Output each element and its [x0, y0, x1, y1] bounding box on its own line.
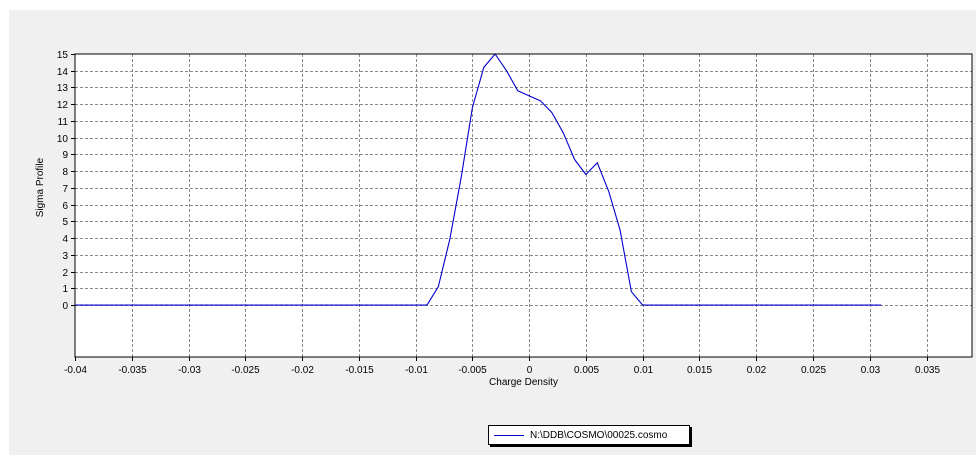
legend-series-label: N:\DDB\COSMO\00025.cosmo — [530, 429, 668, 441]
y-tick-label: 15 — [57, 50, 69, 61]
plot-border — [74, 53, 973, 358]
x-tick-label: -0.005 — [458, 365, 487, 376]
y-tick-label: 4 — [62, 234, 68, 245]
y-tick-label: 6 — [62, 201, 68, 212]
y-tick-label: 5 — [62, 217, 68, 228]
y-tick-label: 11 — [58, 117, 69, 128]
x-tick-label: 0.035 — [915, 365, 940, 376]
x-tick-label: 0.005 — [574, 365, 599, 376]
legend-swatch — [494, 434, 524, 436]
x-tick-label: 0 — [527, 365, 533, 376]
x-tick-label: 0.02 — [747, 365, 767, 376]
y-tick-label: 14 — [57, 67, 69, 78]
y-tick-label: 9 — [62, 150, 68, 161]
x-tick-label: 0.015 — [687, 365, 712, 376]
y-axis-title: Sigma Profile — [35, 157, 46, 217]
x-tick-label: -0.02 — [291, 365, 314, 376]
y-tick-label: 10 — [57, 134, 69, 145]
y-tick-label: 2 — [62, 268, 68, 279]
x-tick-label: 0.025 — [801, 365, 826, 376]
x-tick-label: -0.04 — [64, 365, 87, 376]
y-tick-label: 1 — [62, 284, 68, 295]
x-tick-label: -0.015 — [345, 365, 374, 376]
tick-labels: -0.04 -0.035 -0.03 -0.025 -0.02 -0.015 -0.01 -0… — [57, 50, 941, 376]
y-tick-label: 8 — [62, 167, 68, 178]
x-tick-label: -0.01 — [405, 365, 428, 376]
x-axis-title: Charge Density — [489, 377, 558, 388]
x-tick-label: 0.01 — [634, 365, 654, 376]
y-tick-label: 12 — [57, 100, 69, 111]
chart-panel: -0.04 -0.035 -0.03 -0.025 -0.02 -0.015 -0.01 -0… — [9, 10, 976, 455]
series-layer — [75, 53, 882, 306]
x-tick-label: -0.025 — [231, 365, 260, 376]
y-tick-label: 3 — [62, 251, 68, 262]
x-tick-label: 0.03 — [861, 365, 881, 376]
legend: N:\DDB\COSMO\00025.cosmo — [488, 425, 690, 445]
x-tick-label: -0.03 — [178, 365, 201, 376]
y-tick-label: 0 — [62, 301, 68, 312]
axis-ticks — [71, 54, 928, 361]
sigma-profile-chart: -0.04 -0.035 -0.03 -0.025 -0.02 -0.015 -0.01 -0… — [35, 50, 973, 388]
series-line — [75, 53, 882, 306]
y-tick-label: 7 — [62, 184, 68, 195]
x-tick-label: -0.035 — [118, 365, 147, 376]
y-tick-label: 13 — [57, 83, 69, 94]
